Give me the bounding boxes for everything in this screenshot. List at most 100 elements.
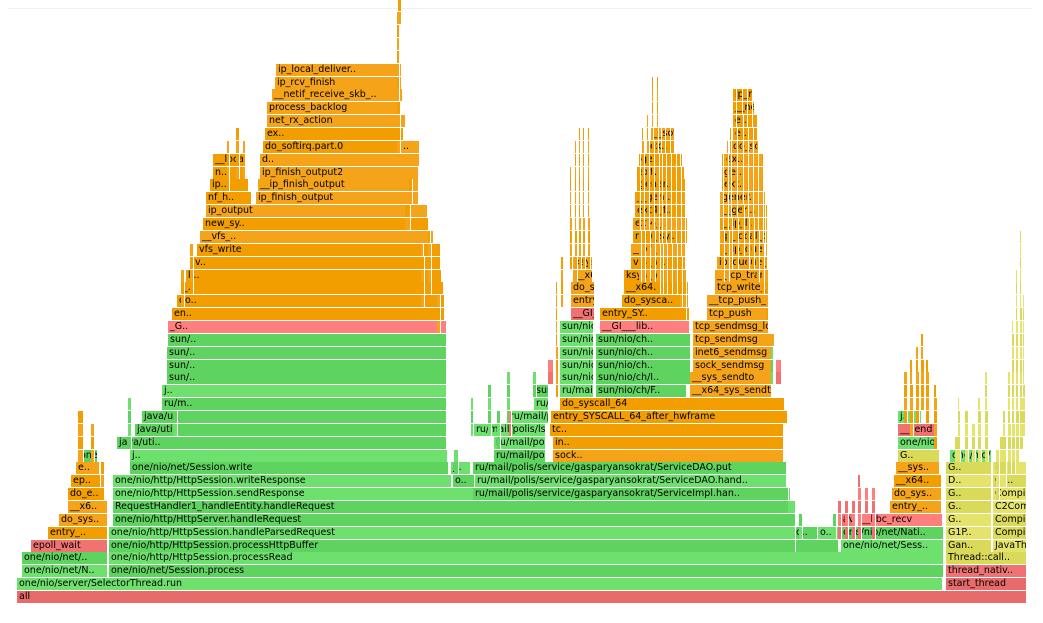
flame-frame-unlabeled[interactable]: [507, 385, 511, 398]
flame-frame-unlabeled[interactable]: [647, 166, 650, 179]
flame-frame[interactable]: one/nio/net/..: [22, 552, 108, 565]
flame-frame-unlabeled[interactable]: [670, 102, 671, 115]
flame-frame-unlabeled[interactable]: [661, 38, 662, 51]
flame-frame-unlabeled[interactable]: [972, 449, 976, 462]
flame-frame-unlabeled[interactable]: [680, 256, 683, 269]
flame-frame-unlabeled[interactable]: [497, 410, 501, 423]
flame-frame-unlabeled[interactable]: [642, 256, 646, 269]
flame-frame-unlabeled[interactable]: [661, 282, 664, 295]
flame-frame-unlabeled[interactable]: [675, 205, 678, 218]
flame-frame-unlabeled[interactable]: [675, 230, 678, 243]
flame-frame-unlabeled[interactable]: [405, 205, 411, 218]
flame-frame-unlabeled[interactable]: [727, 166, 729, 179]
flame-frame-unlabeled[interactable]: [652, 102, 655, 115]
flame-frame-unlabeled[interactable]: [965, 410, 969, 423]
flame-frame-unlabeled[interactable]: [766, 205, 768, 218]
flame-frame-unlabeled[interactable]: [1016, 359, 1019, 372]
flame-frame[interactable]: ext4_..: [633, 218, 688, 231]
flame-frame-unlabeled[interactable]: [771, 346, 774, 359]
flame-frame-unlabeled[interactable]: [766, 243, 769, 256]
flame-frame-unlabeled[interactable]: [507, 372, 511, 385]
flame-frame[interactable]: sun/nio/ch/IOU..: [560, 359, 594, 372]
flame-frame[interactable]: tcp_sendmsg_locked: [693, 320, 769, 333]
flame-frame-unlabeled[interactable]: [762, 243, 765, 256]
flame-frame[interactable]: _G..: [168, 320, 447, 333]
flame-frame-unlabeled[interactable]: [736, 140, 738, 153]
flame-frame-unlabeled[interactable]: [78, 436, 84, 449]
flame-frame-unlabeled[interactable]: [858, 500, 862, 513]
flame-frame-unlabeled[interactable]: [575, 179, 577, 192]
flame-frame-unlabeled[interactable]: [665, 76, 666, 89]
flame-frame-unlabeled[interactable]: [657, 63, 659, 76]
flame-frame-unlabeled[interactable]: [1008, 462, 1012, 475]
flame-frame-unlabeled[interactable]: [661, 243, 664, 256]
flame-frame-unlabeled[interactable]: [639, 230, 642, 243]
flame-frame-unlabeled[interactable]: [398, 12, 402, 25]
flame-frame-unlabeled[interactable]: [1020, 218, 1022, 231]
flame-frame-unlabeled[interactable]: [579, 179, 582, 192]
flame-frame-unlabeled[interactable]: [101, 488, 105, 501]
flame-frame-unlabeled[interactable]: [1023, 372, 1026, 385]
flame-frame-unlabeled[interactable]: [657, 166, 660, 179]
flame-frame[interactable]: Compil..: [993, 526, 1027, 539]
flame-frame[interactable]: o..: [453, 475, 475, 488]
flame-frame-unlabeled[interactable]: [243, 140, 246, 153]
flame-frame-unlabeled[interactable]: [766, 218, 768, 231]
flame-frame-unlabeled[interactable]: [570, 243, 573, 256]
flame-frame-unlabeled[interactable]: [985, 423, 989, 436]
flame-frame-unlabeled[interactable]: [742, 115, 744, 128]
flame-frame-unlabeled[interactable]: [684, 269, 687, 282]
flame-frame-unlabeled[interactable]: [588, 166, 590, 179]
flame-frame-unlabeled[interactable]: [722, 230, 725, 243]
flame-frame-unlabeled[interactable]: [747, 128, 749, 141]
flame-frame[interactable]: ru/mail/polis/service/gasparyansokrat/Se…: [475, 475, 787, 488]
flame-frame-unlabeled[interactable]: [1008, 372, 1011, 385]
flame-frame-unlabeled[interactable]: [421, 243, 425, 256]
flame-frame-unlabeled[interactable]: [657, 128, 660, 141]
flame-frame-unlabeled[interactable]: [661, 230, 664, 243]
flame-frame-unlabeled[interactable]: [684, 192, 686, 205]
flame-frame-unlabeled[interactable]: [533, 385, 537, 398]
flame-frame-unlabeled[interactable]: [579, 256, 582, 269]
flame-frame-unlabeled[interactable]: [397, 76, 401, 89]
flame-frame-unlabeled[interactable]: [639, 256, 642, 269]
flame-frame[interactable]: one/nio/http/HttpSession.writeResponse: [113, 475, 452, 488]
flame-frame-unlabeled[interactable]: [771, 372, 774, 385]
flame-frame-unlabeled[interactable]: [665, 243, 668, 256]
flame-frame[interactable]: sun/nio/ch/IOU..: [560, 346, 594, 359]
flame-frame-unlabeled[interactable]: [730, 115, 732, 128]
flame-frame-unlabeled[interactable]: [652, 243, 656, 256]
flame-frame-unlabeled[interactable]: [661, 128, 663, 141]
flame-frame-unlabeled[interactable]: [736, 192, 739, 205]
flame-frame-unlabeled[interactable]: [1008, 410, 1012, 423]
flame-frame-unlabeled[interactable]: [965, 436, 969, 449]
flame-frame-unlabeled[interactable]: [575, 230, 578, 243]
flame-frame-unlabeled[interactable]: [730, 166, 732, 179]
flame-frame-unlabeled[interactable]: [670, 243, 673, 256]
flame-frame-unlabeled[interactable]: [736, 102, 738, 115]
flame-frame-unlabeled[interactable]: [788, 513, 796, 526]
flame-frame-unlabeled[interactable]: [766, 295, 769, 308]
flame-frame-unlabeled[interactable]: [561, 295, 564, 308]
flame-frame-unlabeled[interactable]: [657, 102, 659, 115]
flame-frame-unlabeled[interactable]: [1023, 295, 1025, 308]
flame-frame-unlabeled[interactable]: [661, 140, 663, 153]
flame-frame-unlabeled[interactable]: [934, 385, 938, 398]
flame-frame-unlabeled[interactable]: [181, 282, 185, 295]
flame-frame-unlabeled[interactable]: [747, 192, 750, 205]
flame-frame-unlabeled[interactable]: [1023, 308, 1025, 321]
flame-frame[interactable]: net_rx_action: [267, 115, 406, 128]
flame-frame-unlabeled[interactable]: [965, 449, 969, 462]
flame-frame-unlabeled[interactable]: [921, 346, 925, 359]
flame-frame-unlabeled[interactable]: [762, 166, 764, 179]
flame-frame-unlabeled[interactable]: [657, 205, 661, 218]
flame-frame-unlabeled[interactable]: [548, 372, 554, 385]
flame-frame-unlabeled[interactable]: [661, 89, 662, 102]
flame-frame-unlabeled[interactable]: [736, 218, 739, 231]
flame-frame-unlabeled[interactable]: [730, 153, 732, 166]
flame-frame[interactable]: entry_..: [48, 526, 108, 539]
flame-frame-unlabeled[interactable]: [727, 153, 729, 166]
flame-frame-unlabeled[interactable]: [934, 398, 938, 411]
flame-frame-unlabeled[interactable]: [91, 423, 95, 436]
flame-frame[interactable]: vfs_write: [197, 243, 441, 256]
